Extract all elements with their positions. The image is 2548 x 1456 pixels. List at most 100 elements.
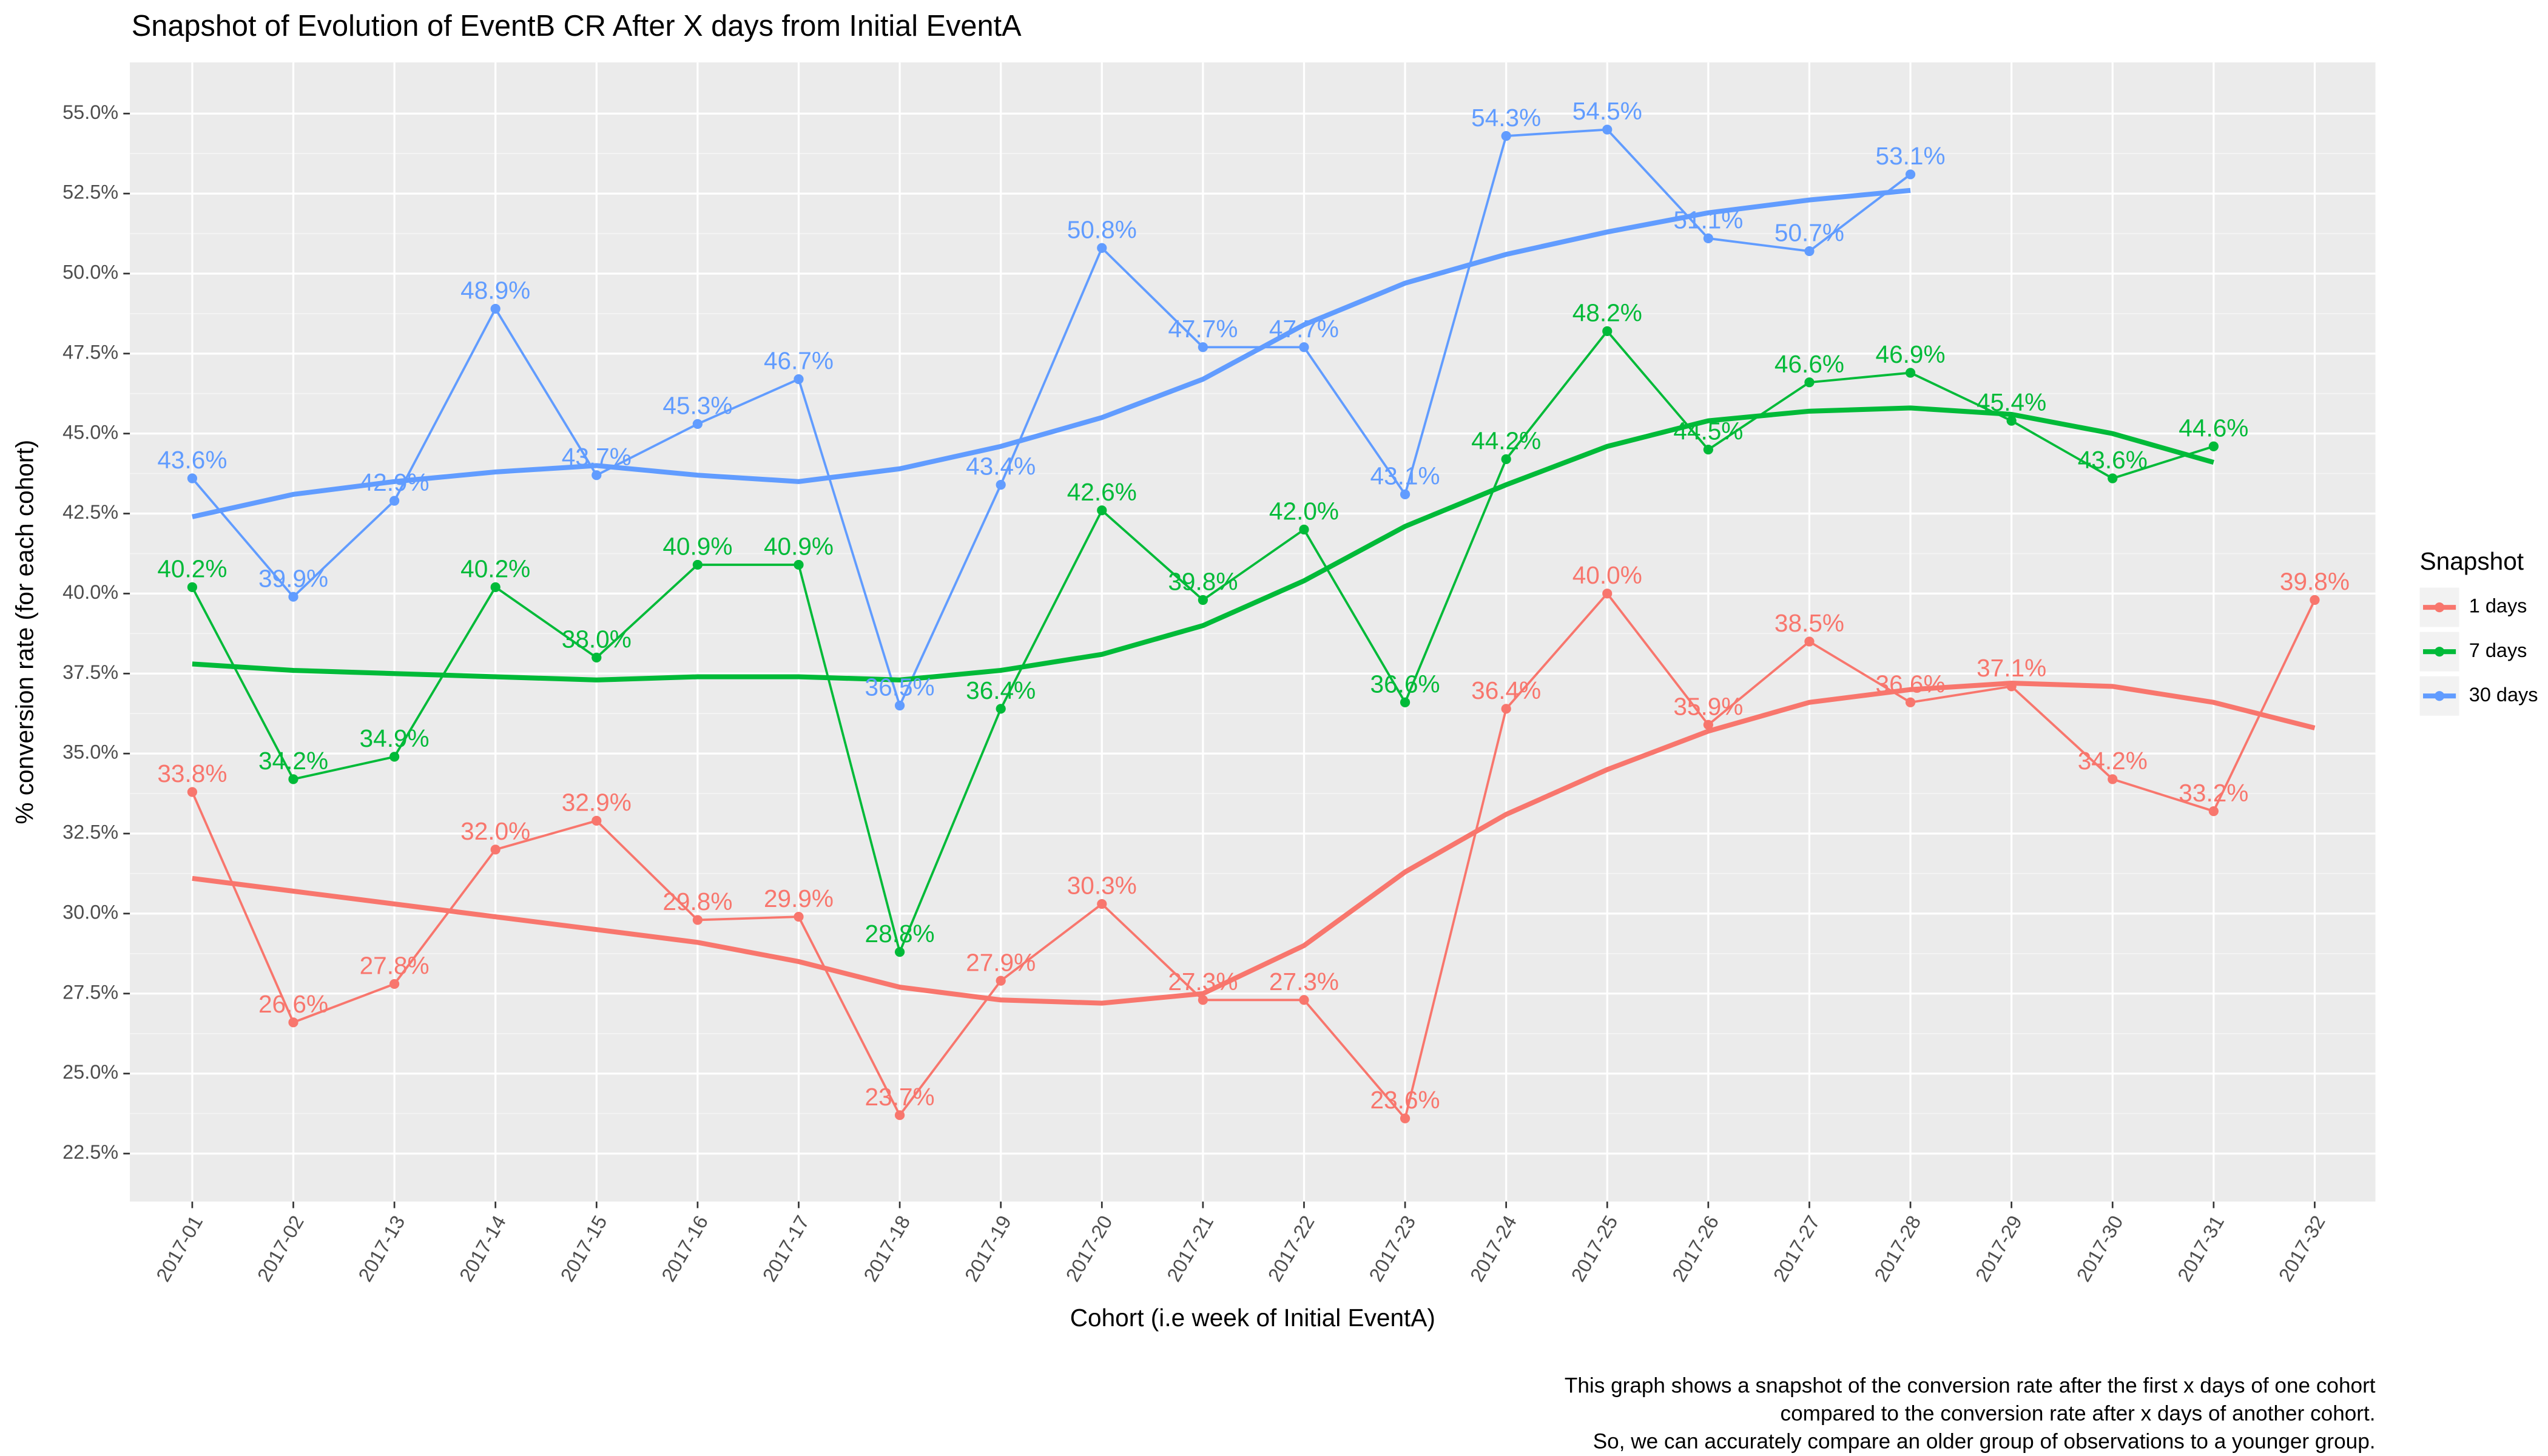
x-tick-label: 2017-23 [1365,1212,1420,1285]
data-label: 36.4% [966,676,1036,704]
point [288,1017,298,1028]
point [1198,995,1208,1005]
data-label: 43.7% [562,443,632,471]
point [490,303,500,314]
x-tick-label: 2017-20 [1062,1212,1117,1285]
point [1097,243,1107,253]
point [2108,774,2118,784]
point [1198,595,1208,605]
data-label: 48.2% [1572,299,1642,327]
point [1804,636,1815,647]
data-label: 44.2% [1471,427,1541,455]
y-tick-label: 37.5% [62,661,118,683]
data-label: 30.3% [1067,872,1137,900]
x-tick-label: 2017-01 [152,1212,207,1285]
data-label: 29.8% [662,888,732,915]
point [187,787,198,797]
panel [130,62,2376,1202]
series-line [191,128,1912,709]
data-label: 28.8% [865,920,935,948]
y-tick-label: 35.0% [62,741,118,763]
point [592,652,602,663]
data-label: 45.3% [662,392,732,420]
x-tick-label: 2017-13 [354,1212,410,1285]
data-label: 50.7% [1774,219,1844,247]
data-label: 42.6% [1067,478,1137,506]
caption: compared to the conversion rate after x … [1781,1402,2376,1426]
data-label: 40.9% [662,533,732,561]
x-tick-label: 2017-22 [1264,1212,1319,1285]
trend-line [192,187,1911,519]
trend-line [192,681,2316,1006]
point [1602,326,1613,337]
point [894,947,905,957]
x-tick-label: 2017-17 [758,1212,814,1285]
point [1703,233,1713,244]
data-label: 46.7% [764,347,834,375]
point [1299,342,1309,352]
data-label: 43.4% [966,453,1036,480]
x-tick-label: 2017-25 [1567,1212,1622,1285]
data-label: 40.9% [764,533,834,561]
point [2208,806,2219,817]
data-label: 34.9% [360,724,430,752]
x-tick-label: 2017-31 [2173,1212,2228,1285]
point [187,582,198,592]
data-label: 47.7% [1269,315,1339,343]
y-tick-label: 25.0% [62,1061,118,1083]
x-tick-label: 2017-19 [960,1212,1016,1285]
data-label: 29.9% [764,885,834,912]
data-label: 39.9% [258,564,328,592]
data-label: 36.4% [1471,676,1541,704]
point [389,752,400,762]
data-label: 23.7% [865,1083,935,1111]
series-line [191,592,2316,1121]
x-tick-label: 2017-26 [1668,1212,1723,1285]
data-label: 27.9% [966,948,1036,976]
data-label: 27.3% [1269,968,1339,996]
point [894,1110,905,1121]
point [996,479,1006,490]
data-label: 34.2% [258,747,328,775]
point [1097,898,1107,909]
data-label: 44.6% [2179,414,2248,442]
y-tick-label: 47.5% [62,341,118,363]
data-label: 47.7% [1168,315,1238,343]
y-tick-label: 40.0% [62,581,118,603]
point [1703,444,1713,455]
data-label: 35.9% [1673,692,1743,720]
point [490,844,500,855]
data-label: 39.8% [2280,568,2350,596]
point [1905,169,1916,180]
point [1097,505,1107,516]
data-label: 51.1% [1673,206,1743,234]
data-label: 43.6% [157,446,227,474]
point [187,473,198,484]
point [1299,995,1309,1005]
legend-point [2434,602,2445,613]
data-label: 38.5% [1774,609,1844,637]
x-tick-label: 2017-18 [860,1212,915,1285]
point [1501,454,1511,464]
point [996,704,1006,714]
point [894,700,905,711]
data-label: 44.5% [1673,417,1743,445]
point [490,582,500,592]
y-tick-label: 52.5% [62,181,118,203]
data-label: 53.1% [1876,142,1946,170]
point [2208,441,2219,451]
point [1501,131,1511,141]
data-label: 39.8% [1168,568,1238,596]
point [288,774,298,784]
legend-label: 7 days [2469,639,2527,661]
point [2310,595,2320,605]
data-label: 36.6% [1876,670,1946,698]
data-label: 27.8% [360,952,430,980]
x-tick-label: 2017-15 [556,1212,612,1285]
point [692,419,703,429]
y-tick-label: 42.5% [62,501,118,523]
x-tick-label: 2017-14 [455,1212,510,1285]
data-label: 45.4% [1977,388,2046,416]
y-tick-label: 30.0% [62,901,118,923]
